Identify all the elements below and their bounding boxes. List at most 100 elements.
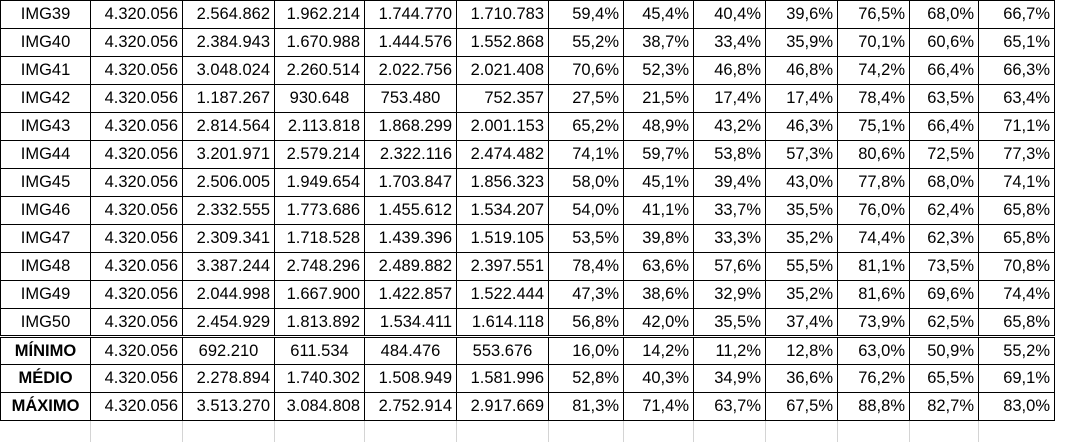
- data-cell[interactable]: 43,0%: [765, 168, 838, 197]
- data-cell[interactable]: 1.534.411: [364, 308, 457, 337]
- data-cell[interactable]: 35,5%: [693, 308, 766, 337]
- data-cell[interactable]: 1.422.857: [364, 280, 457, 309]
- data-cell[interactable]: 1.552.868: [456, 28, 549, 57]
- data-cell[interactable]: 76,2%: [837, 364, 910, 393]
- data-cell[interactable]: 2.322.116: [364, 140, 457, 169]
- data-cell[interactable]: 65,5%: [909, 364, 979, 393]
- row-label-cell[interactable]: IMG40: [0, 28, 91, 57]
- data-cell[interactable]: 21,5%: [623, 84, 694, 113]
- data-cell[interactable]: 753.480: [364, 84, 457, 113]
- data-cell[interactable]: 1.519.105: [456, 224, 549, 253]
- data-cell[interactable]: 54,0%: [548, 196, 624, 225]
- data-cell[interactable]: 33,7%: [693, 196, 766, 225]
- data-cell[interactable]: 78,4%: [548, 252, 624, 281]
- data-cell[interactable]: 67,5%: [765, 392, 838, 421]
- data-cell[interactable]: 48,9%: [623, 112, 694, 141]
- data-cell[interactable]: 82,7%: [909, 392, 979, 421]
- data-cell[interactable]: 930.648: [274, 84, 365, 113]
- data-cell[interactable]: 58,0%: [548, 168, 624, 197]
- data-cell[interactable]: 36,6%: [765, 364, 838, 393]
- row-label-cell[interactable]: IMG50: [0, 308, 91, 337]
- data-cell[interactable]: 57,6%: [693, 252, 766, 281]
- data-cell[interactable]: 63,0%: [837, 335, 910, 365]
- data-cell[interactable]: 484.476: [364, 335, 457, 365]
- data-cell[interactable]: 33,4%: [693, 28, 766, 57]
- data-cell[interactable]: 2.278.894: [182, 364, 275, 393]
- data-cell[interactable]: 1.508.949: [364, 364, 457, 393]
- data-cell[interactable]: 81,1%: [837, 252, 910, 281]
- data-cell[interactable]: 4.320.056: [90, 0, 183, 29]
- data-cell[interactable]: 2.564.862: [182, 0, 275, 29]
- data-cell[interactable]: 76,0%: [837, 196, 910, 225]
- data-cell[interactable]: 1.187.267: [182, 84, 275, 113]
- data-cell[interactable]: 3.513.270: [182, 392, 275, 421]
- data-cell[interactable]: 2.814.564: [182, 112, 275, 141]
- data-cell[interactable]: 2.752.914: [364, 392, 457, 421]
- row-label-cell[interactable]: IMG39: [0, 0, 91, 29]
- data-cell[interactable]: 42,0%: [623, 308, 694, 337]
- data-cell[interactable]: 2.021.408: [456, 56, 549, 85]
- data-cell[interactable]: 33,3%: [693, 224, 766, 253]
- data-cell[interactable]: 2.332.555: [182, 196, 275, 225]
- data-cell[interactable]: 55,2%: [978, 335, 1055, 365]
- data-cell[interactable]: 70,8%: [978, 252, 1055, 281]
- data-cell[interactable]: 68,0%: [909, 0, 979, 29]
- data-cell[interactable]: 2.579.214: [274, 140, 365, 169]
- data-cell[interactable]: 39,4%: [693, 168, 766, 197]
- data-cell[interactable]: 59,4%: [548, 0, 624, 29]
- data-cell[interactable]: 752.357: [456, 84, 549, 113]
- data-cell[interactable]: 52,3%: [623, 56, 694, 85]
- empty-cell[interactable]: [548, 420, 624, 442]
- data-cell[interactable]: 43,2%: [693, 112, 766, 141]
- data-cell[interactable]: 692.210: [182, 335, 275, 365]
- data-cell[interactable]: 66,4%: [909, 112, 979, 141]
- data-cell[interactable]: 65,1%: [978, 28, 1055, 57]
- data-cell[interactable]: 70,1%: [837, 28, 910, 57]
- data-cell[interactable]: 2.748.296: [274, 252, 365, 281]
- empty-cell[interactable]: [837, 420, 910, 442]
- data-cell[interactable]: 35,9%: [765, 28, 838, 57]
- data-cell[interactable]: 1.813.892: [274, 308, 365, 337]
- data-cell[interactable]: 2.260.514: [274, 56, 365, 85]
- data-cell[interactable]: 35,5%: [765, 196, 838, 225]
- empty-cell[interactable]: [909, 420, 979, 442]
- data-cell[interactable]: 1.522.444: [456, 280, 549, 309]
- data-cell[interactable]: 1.581.996: [456, 364, 549, 393]
- data-cell[interactable]: 3.048.024: [182, 56, 275, 85]
- data-cell[interactable]: 1.773.686: [274, 196, 365, 225]
- data-cell[interactable]: 1.856.323: [456, 168, 549, 197]
- data-cell[interactable]: 1.949.654: [274, 168, 365, 197]
- data-cell[interactable]: 2.489.882: [364, 252, 457, 281]
- data-cell[interactable]: 611.534: [274, 335, 365, 365]
- data-cell[interactable]: 4.320.056: [90, 112, 183, 141]
- data-cell[interactable]: 63,6%: [623, 252, 694, 281]
- data-cell[interactable]: 32,9%: [693, 280, 766, 309]
- empty-cell[interactable]: [978, 420, 1055, 442]
- data-cell[interactable]: 1.962.214: [274, 0, 365, 29]
- data-cell[interactable]: 57,3%: [765, 140, 838, 169]
- data-cell[interactable]: 1.670.988: [274, 28, 365, 57]
- data-cell[interactable]: 66,4%: [909, 56, 979, 85]
- data-cell[interactable]: 4.320.056: [90, 308, 183, 337]
- empty-cell[interactable]: [182, 420, 275, 442]
- data-cell[interactable]: 46,8%: [765, 56, 838, 85]
- data-cell[interactable]: 2.397.551: [456, 252, 549, 281]
- data-cell[interactable]: 63,7%: [693, 392, 766, 421]
- data-cell[interactable]: 37,4%: [765, 308, 838, 337]
- row-label-cell[interactable]: IMG48: [0, 252, 91, 281]
- data-cell[interactable]: 74,1%: [978, 168, 1055, 197]
- data-cell[interactable]: 74,2%: [837, 56, 910, 85]
- data-cell[interactable]: 4.320.056: [90, 280, 183, 309]
- data-cell[interactable]: 17,4%: [693, 84, 766, 113]
- data-cell[interactable]: 53,8%: [693, 140, 766, 169]
- data-cell[interactable]: 65,2%: [548, 112, 624, 141]
- data-cell[interactable]: 2.022.756: [364, 56, 457, 85]
- data-cell[interactable]: 72,5%: [909, 140, 979, 169]
- data-cell[interactable]: 1.740.302: [274, 364, 365, 393]
- data-cell[interactable]: 62,3%: [909, 224, 979, 253]
- data-cell[interactable]: 65,8%: [978, 196, 1055, 225]
- data-cell[interactable]: 40,3%: [623, 364, 694, 393]
- data-cell[interactable]: 2.454.929: [182, 308, 275, 337]
- data-cell[interactable]: 63,4%: [978, 84, 1055, 113]
- data-cell[interactable]: 4.320.056: [90, 140, 183, 169]
